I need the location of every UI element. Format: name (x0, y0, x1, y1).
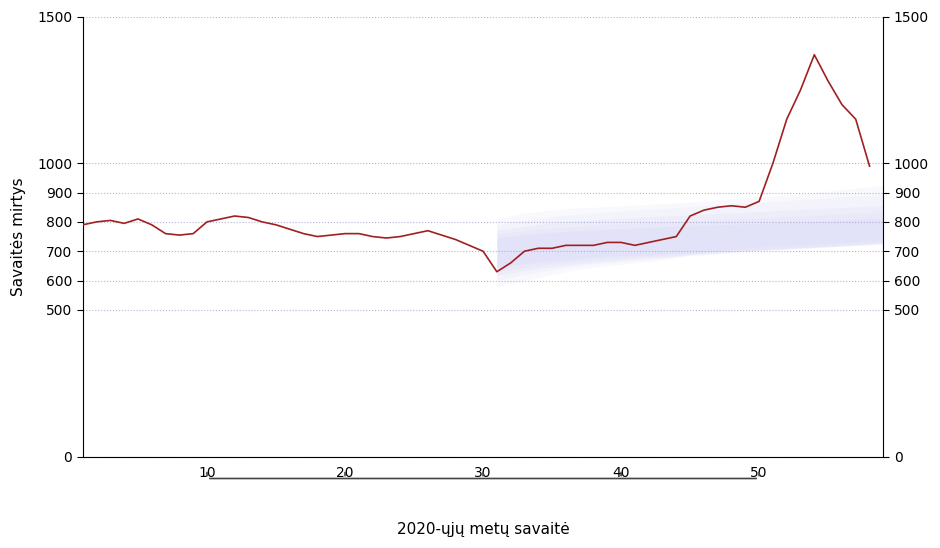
X-axis label: 2020-ųjų metų savaitė: 2020-ųjų metų savaitė (397, 522, 570, 537)
Y-axis label: Savaitės mirtys: Savaitės mirtys (11, 177, 26, 296)
